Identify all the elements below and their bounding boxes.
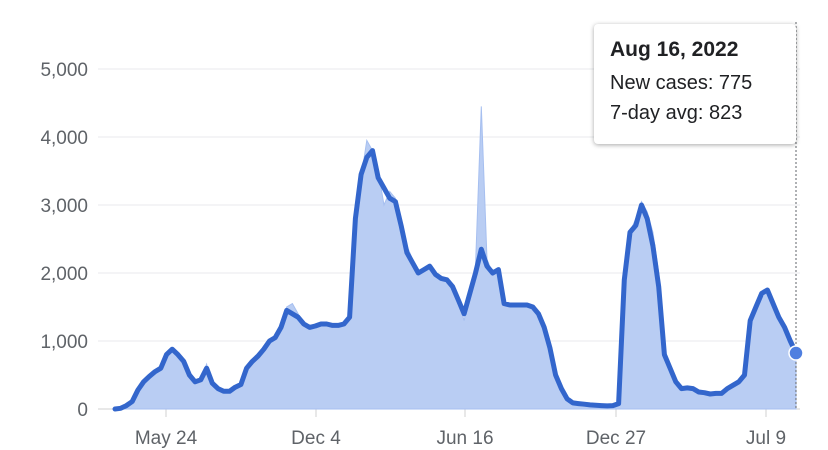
new-cases-area <box>114 106 797 410</box>
x-tick-label: Jul 9 <box>746 428 786 449</box>
hover-point[interactable] <box>788 345 804 361</box>
tooltip-new-cases: New cases: 775 <box>610 72 753 94</box>
tooltip-date: Aug 16, 2022 <box>610 38 739 61</box>
y-tick-label: 1,000 <box>40 332 88 353</box>
x-tick-label: Jun 16 <box>436 428 493 449</box>
y-axis-ticks: 0 1,000 2,000 3,000 4,000 5,000 <box>40 60 88 421</box>
x-tick-label: Dec 27 <box>586 428 646 449</box>
y-tick-label: 5,000 <box>40 60 88 81</box>
x-tick-label: Dec 4 <box>291 428 341 449</box>
hover-tooltip: Aug 16, 2022 New cases: 775 7-day avg: 8… <box>594 24 796 144</box>
y-tick-label: 4,000 <box>40 128 88 149</box>
y-tick-label: 2,000 <box>40 264 88 285</box>
seven-day-average-line <box>112 148 799 412</box>
x-tick-label: May 24 <box>135 428 198 449</box>
tooltip-7-day-avg: 7-day avg: 823 <box>610 102 743 124</box>
y-tick-label: 0 <box>77 400 88 421</box>
x-axis-ticks: May 24 Dec 4 Jun 16 Dec 27 Jul 9 <box>135 409 786 449</box>
y-tick-label: 3,000 <box>40 196 88 217</box>
